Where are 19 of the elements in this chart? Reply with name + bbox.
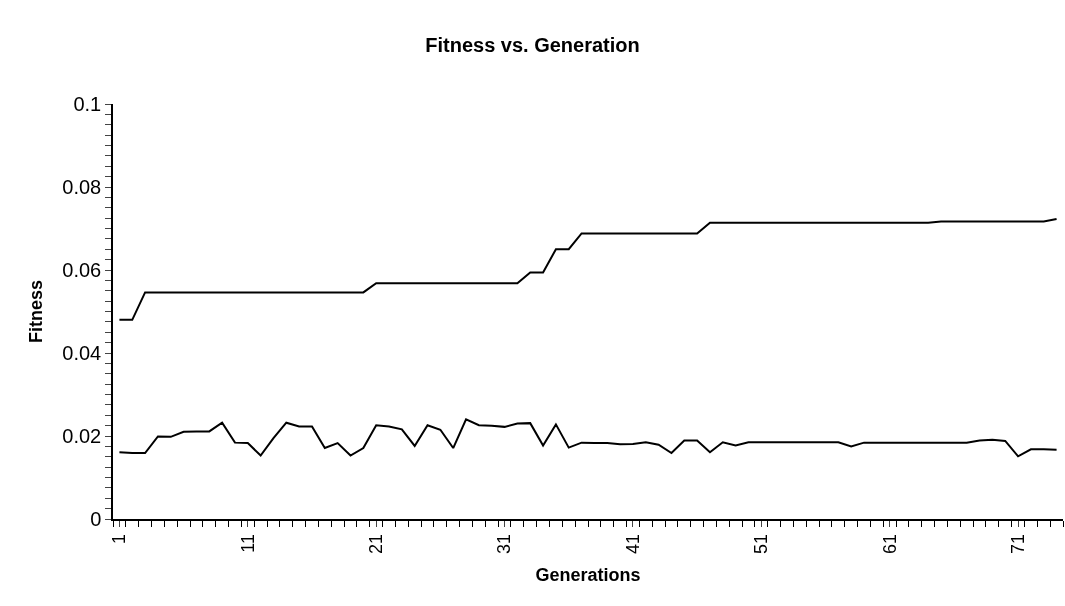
line-series [118, 217, 1058, 321]
y-tick-label: 0.04 [62, 342, 102, 364]
y-tick-label: 0.02 [62, 425, 102, 447]
x-tick-label: 21 [366, 533, 387, 554]
x-tick-label: 51 [751, 533, 772, 554]
y-axis-title: Fitness [26, 279, 47, 344]
chart-title: Fitness vs. Generation [425, 34, 640, 57]
x-tick-label: 71 [1007, 533, 1028, 554]
x-tick-label: 1 [109, 533, 130, 544]
y-tick-label: 0 [90, 508, 102, 530]
x-tick-label: 61 [879, 533, 900, 554]
x-tick-label: 11 [237, 533, 258, 553]
y-tick-label: 0.1 [73, 93, 102, 115]
line-series [118, 418, 1058, 458]
x-axis-title: Generations [535, 564, 641, 585]
x-tick-label: 41 [622, 533, 643, 554]
y-tick-label: 0.06 [62, 259, 102, 281]
y-tick-label: 0.08 [62, 176, 102, 198]
x-tick-label: 31 [494, 533, 515, 554]
